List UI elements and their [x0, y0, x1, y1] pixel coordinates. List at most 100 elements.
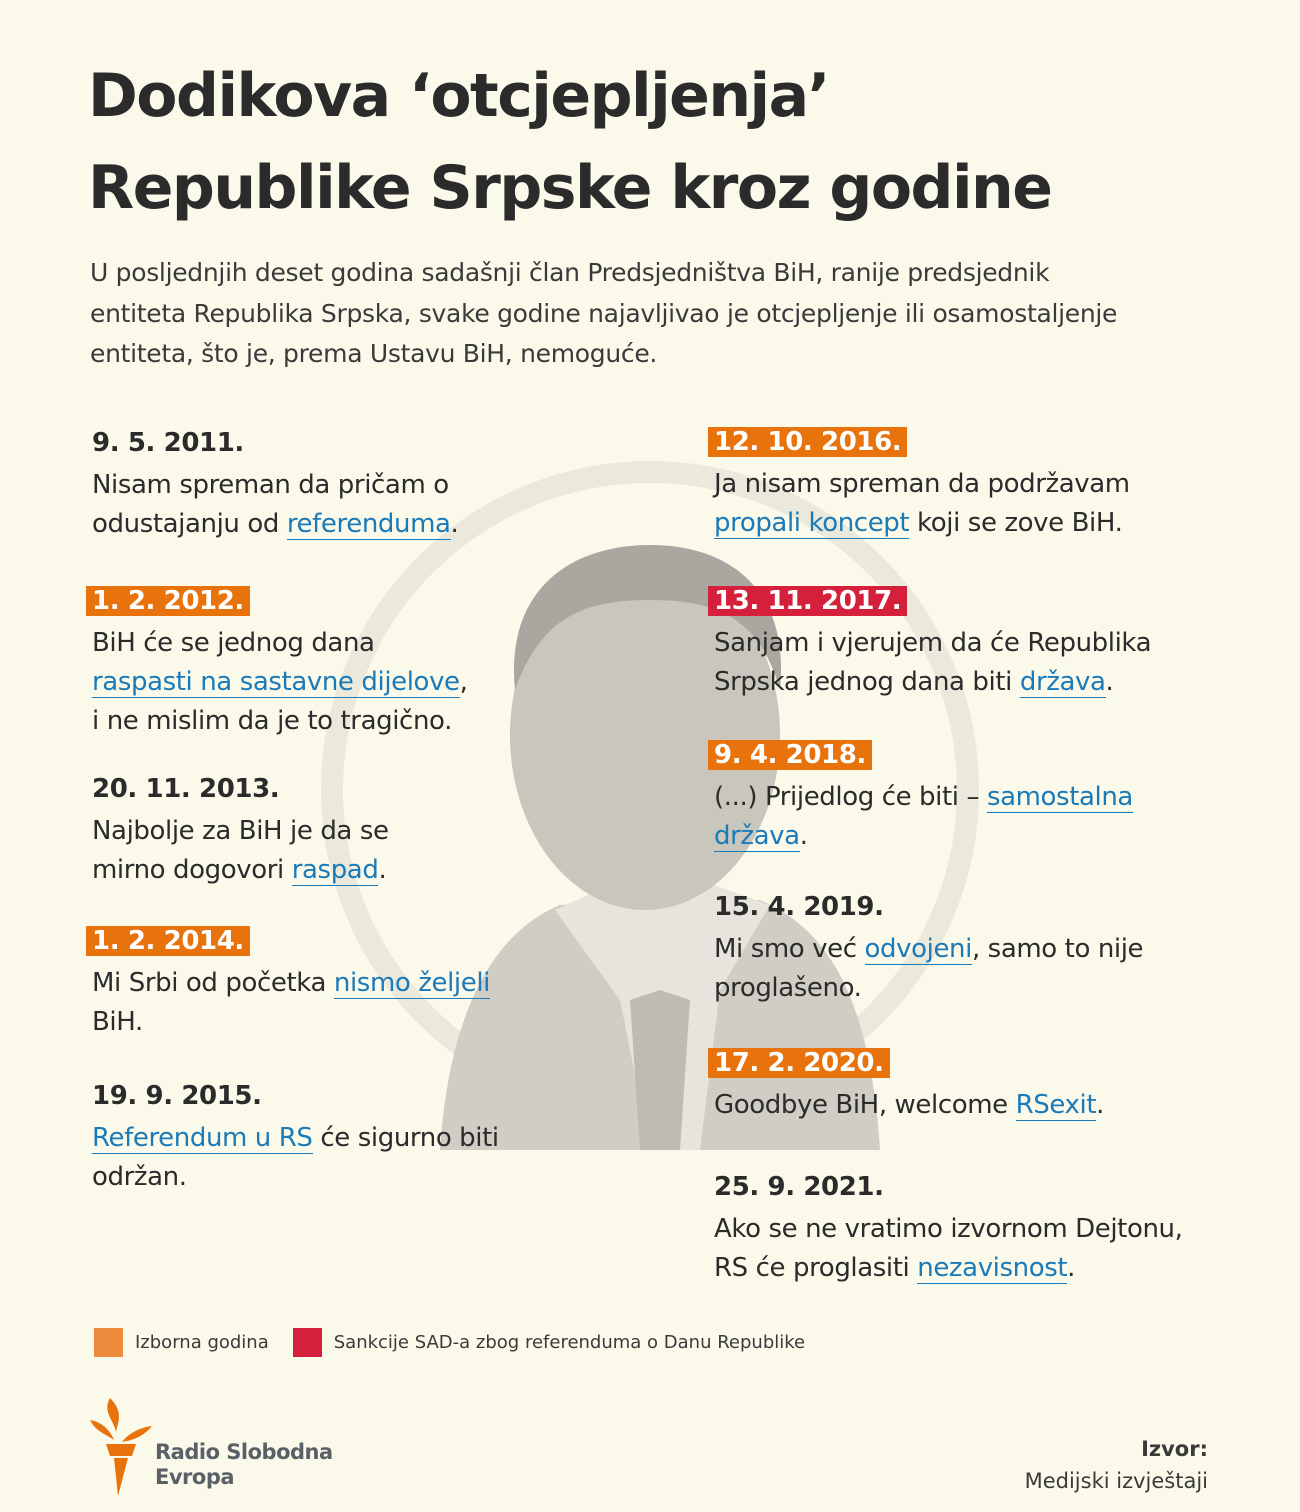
torch-icon — [90, 1398, 152, 1496]
quote-line: (...) Prijedlog će biti – samostalna — [714, 778, 1133, 817]
quote-link[interactable]: samostalna — [986, 782, 1133, 813]
title-line: Republike Srpske kroz godine — [88, 153, 1053, 223]
quote-line: Nisam spreman da pričam o — [92, 466, 458, 505]
entry-date: 13. 11. 2017. — [708, 586, 908, 616]
quote-line: raspasti na sastavne dijelove, — [92, 663, 468, 702]
quote-text: . — [799, 821, 808, 851]
quote-line: Ako se ne vratimo izvornom Dejtonu, — [714, 1210, 1183, 1249]
entry-date: 15. 4. 2019. — [714, 892, 884, 922]
source-value: Medijski izvještaji — [1024, 1469, 1208, 1493]
quote-link[interactable]: propali koncept — [714, 508, 910, 539]
timeline-entry: 9. 5. 2011. Nisam spreman da pričam o odus… — [92, 428, 459, 544]
entry-date: 1. 2. 2014. — [86, 926, 250, 956]
quote-text: Mi smo već — [714, 934, 865, 964]
quote-text: će sigurno biti — [312, 1123, 499, 1153]
quote-link[interactable]: RSexit — [1015, 1090, 1097, 1121]
quote-line: mirno dogovori raspad. — [92, 851, 389, 890]
quote-text: koji se zove BiH. — [909, 508, 1123, 538]
quote-line: propali koncept koji se zove BiH. — [714, 504, 1130, 543]
quote-link[interactable]: nismo željeli — [333, 968, 490, 999]
quote-line: i ne mislim da je to tragično. — [92, 702, 468, 741]
entry-date: 20. 11. 2013. — [92, 774, 280, 804]
quote-text: . — [1105, 667, 1114, 697]
quote-text: , samo to nije — [971, 934, 1144, 964]
quote-line: Mi Srbi od početka nismo željeli — [92, 964, 490, 1003]
quote-text: Sanjam i vjerujem da će Republika — [714, 628, 1152, 658]
quote-text: proglašeno. — [714, 973, 862, 1003]
quote-link[interactable]: država — [1019, 667, 1106, 698]
quote-text: održan. — [92, 1162, 187, 1192]
timeline-entry: 1. 2. 2014. Mi Srbi od početka nismo želj… — [86, 926, 490, 1042]
quote-line: RS će proglasiti nezavisnost. — [714, 1249, 1183, 1288]
quote-text: BiH će se jednog dana — [92, 628, 375, 658]
entry-date: 12. 10. 2016. — [708, 427, 908, 457]
quote-line: Sanjam i vjerujem da će Republika — [714, 624, 1152, 663]
logo-text: Radio Slobodna Evropa — [155, 1440, 333, 1490]
quote-line: Srpska jednog dana biti država. — [714, 663, 1151, 702]
quote-line: Referendum u RS će sigurno biti — [92, 1119, 499, 1158]
quote-line: Mi smo već odvojeni, samo to nije — [714, 930, 1144, 969]
quote-text: Najbolje za BiH je da se — [92, 816, 389, 846]
quote-line: odustajanju od referenduma. — [92, 505, 459, 544]
quote-text: . — [1067, 1253, 1076, 1283]
source-label: Izvor: — [1141, 1437, 1208, 1461]
entry-date: 9. 5. 2011. — [92, 428, 244, 458]
quote-text: odustajanju od — [92, 509, 287, 539]
quote-text: Mi Srbi od početka — [92, 968, 334, 998]
legend-swatch-red — [292, 1328, 322, 1357]
quote-link[interactable]: raspad — [291, 855, 379, 886]
logo-line: Radio Slobodna — [155, 1440, 333, 1464]
legend-label: Izborna godina — [135, 1332, 269, 1353]
quote-line: BiH će se jednog dana — [92, 624, 468, 663]
portrait-hair — [513, 545, 782, 690]
timeline-entry: 17. 2. 2020. Goodbye BiH, welcome RSexit. — [708, 1048, 1104, 1125]
quote-text: , — [459, 667, 468, 697]
timeline-entry: 12. 10. 2016. Ja nisam spreman da podržav… — [708, 427, 1130, 543]
intro-line: entiteta Republika Srpska, svake godine … — [90, 298, 1118, 328]
timeline-entry: 20. 11. 2013. Najbolje za BiH je da se mir… — [92, 774, 389, 890]
quote-line: proglašeno. — [714, 969, 1143, 1008]
entry-date: 25. 9. 2021. — [714, 1172, 884, 1202]
quote-text: (...) Prijedlog će biti – — [714, 782, 987, 812]
legend-item-election: Izborna godina — [94, 1328, 269, 1357]
title-line: Dodikova ‘otcjepljenja’ — [88, 61, 830, 131]
portrait-tie — [630, 990, 690, 1150]
quote-line: Najbolje za BiH je da se — [92, 812, 389, 851]
legend: Izborna godina Sankcije SAD-a zbog refer… — [94, 1328, 829, 1357]
entry-date: 1. 2. 2012. — [86, 586, 250, 616]
quote-line: Ja nisam spreman da podržavam — [714, 465, 1130, 504]
quote-link[interactable]: referenduma — [286, 509, 451, 540]
quote-line: BiH. — [92, 1003, 490, 1042]
timeline-entry: 25. 9. 2021. Ako se ne vratimo izvornom D… — [714, 1172, 1183, 1288]
quote-text: BiH. — [92, 1007, 143, 1037]
quote-text: Goodbye BiH, welcome — [714, 1090, 1016, 1120]
quote-text: Ako se ne vratimo izvornom Dejtonu, — [714, 1214, 1183, 1244]
entry-date: 17. 2. 2020. — [708, 1048, 890, 1078]
quote-line: država. — [714, 817, 1133, 856]
legend-swatch-orange — [94, 1328, 123, 1357]
intro-line: U posljednjih deset godina sadašnji član… — [90, 258, 1050, 287]
quote-link[interactable]: nezavisnost — [917, 1253, 1068, 1284]
timeline-entry: 15. 4. 2019. Mi smo već odvojeni, samo to… — [714, 892, 1144, 1008]
quote-text: Nisam spreman da pričam o — [92, 470, 449, 500]
timeline-entry: 19. 9. 2015. Referendum u RS će sigurno b… — [92, 1081, 499, 1197]
quote-text: Ja nisam spreman da podržavam — [714, 469, 1130, 499]
quote-link[interactable]: raspasti na sastavne dijelove — [92, 667, 460, 698]
timeline-entry: 13. 11. 2017. Sanjam i vjerujem da će Rep… — [708, 586, 1152, 702]
quote-text: mirno dogovori — [92, 855, 292, 885]
timeline-entry: 1. 2. 2012. BiH će se jednog dana raspasti… — [86, 586, 468, 741]
quote-text: Srpska jednog dana biti — [714, 667, 1020, 697]
quote-line: Goodbye BiH, welcome RSexit. — [714, 1086, 1104, 1125]
quote-text: RS će proglasiti — [714, 1253, 918, 1283]
logo-line: Evropa — [155, 1465, 235, 1489]
quote-text: . — [1096, 1090, 1105, 1120]
legend-item-sanctions: Sankcije SAD-a zbog referenduma o Danu R… — [292, 1328, 806, 1357]
quote-text: . — [378, 855, 387, 885]
quote-link[interactable]: odvojeni — [864, 934, 972, 965]
quote-link[interactable]: Referendum u RS — [92, 1123, 313, 1154]
page-title: Dodikova ‘otcjepljenja’ Republike Srpske… — [88, 50, 1053, 234]
intro-text: U posljednjih deset godina sadašnji član… — [90, 253, 1240, 375]
quote-link[interactable]: država — [714, 821, 800, 852]
legend-label: Sankcije SAD-a zbog referenduma o Danu R… — [333, 1332, 806, 1353]
